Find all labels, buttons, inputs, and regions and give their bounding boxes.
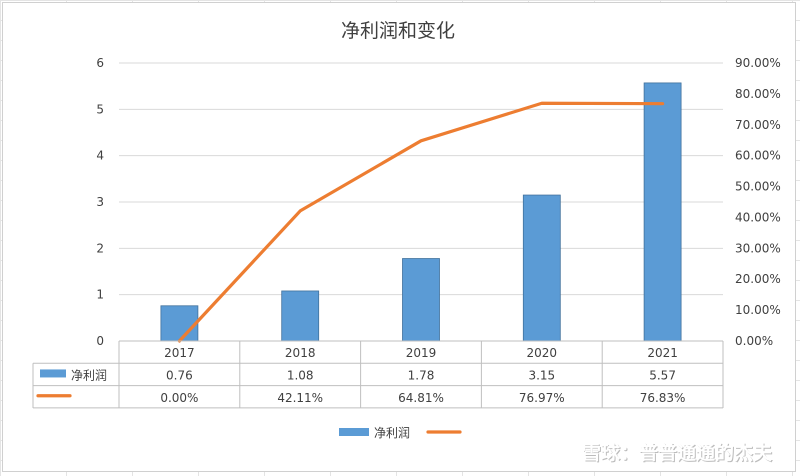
right-tick-label: 0.00% [735,334,773,348]
right-tick-label: 50.00% [735,180,781,194]
bar [522,194,561,342]
category-label: 2019 [406,346,437,360]
chart-title: 净利润和变化 [341,20,455,42]
table-cell: 1.78 [408,368,435,382]
left-axis-ticks: 0 1 2 3 4 5 6 [96,56,104,348]
table-cell: 76.83% [640,391,686,405]
bar [160,305,199,342]
table-cell: 64.81% [398,391,444,405]
bar [281,290,320,342]
left-tick-label: 1 [96,288,104,302]
right-tick-label: 90.00% [735,56,781,70]
watermark: 雪球：普普通通的杰夫 [582,441,773,464]
watermark-shadow: 雪球：普普通通的杰夫 [583,442,774,465]
right-tick-label: 70.00% [735,118,781,132]
gridlines [119,62,723,342]
table-cell: 76.97% [519,391,565,405]
right-tick-label: 10.00% [735,303,781,317]
category-label: 2020 [527,346,558,360]
right-tick-label: 80.00% [735,87,781,101]
table-bar-key [40,369,66,378]
right-tick-label: 60.00% [735,149,781,163]
category-label: 2021 [647,346,678,360]
legend-bar-key [339,428,369,436]
left-tick-label: 2 [96,241,104,255]
table-series-name: 净利润 [71,368,107,382]
table-cell: 42.11% [277,391,323,405]
table-cell: 1.08 [287,368,314,382]
bar [402,258,440,342]
bar [643,82,682,342]
left-tick-label: 4 [96,149,104,163]
left-tick-label: 5 [96,102,104,116]
right-tick-label: 20.00% [735,272,781,286]
data-table: 2017 2018 2019 2020 2021 净利润 0.76 1.08 1.78 3.15 5… [32,340,724,409]
table-cell: 5.57 [649,368,676,382]
table-cell: 3.15 [528,368,555,382]
legend-bar-label: 净利润 [374,426,410,440]
table-cell: 0.00% [160,391,198,405]
category-label: 2018 [285,346,316,360]
bar-series [160,82,682,342]
category-label: 2017 [164,346,195,360]
left-tick-label: 3 [96,195,104,209]
left-tick-label: 6 [96,56,104,70]
right-tick-label: 30.00% [735,241,781,255]
left-tick-label: 0 [96,334,104,348]
right-axis-ticks: 0.00% 10.00% 20.00% 30.00% 40.00% 50.00% 60.00… [735,56,781,348]
right-tick-label: 40.00% [735,210,781,224]
table-cell: 0.76 [166,368,193,382]
legend: 净利润 [339,426,462,440]
